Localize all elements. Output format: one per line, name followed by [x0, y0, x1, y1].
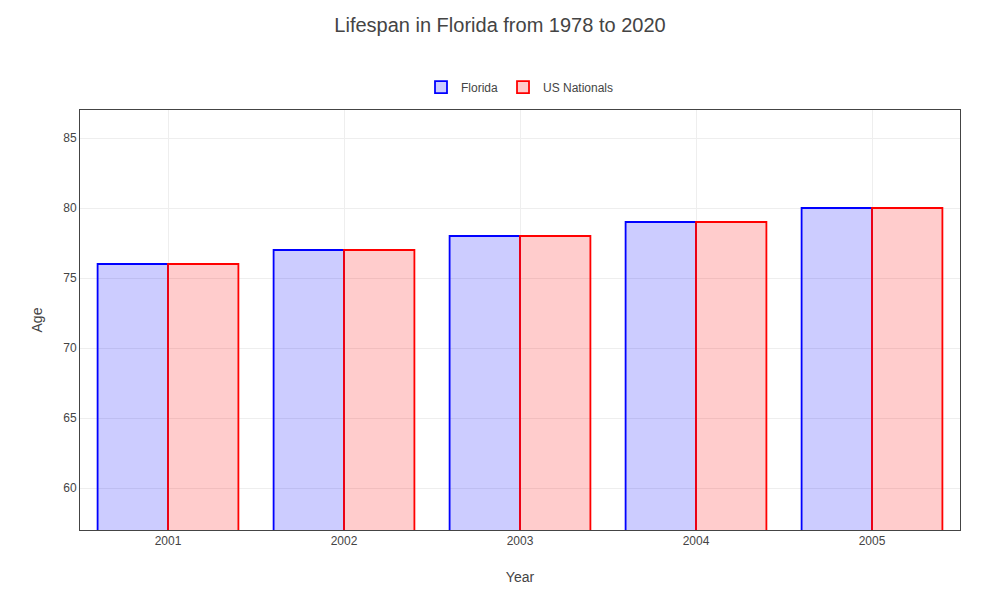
svg-text:2001: 2001	[155, 534, 182, 548]
svg-text:85: 85	[63, 131, 77, 145]
svg-text:70: 70	[63, 341, 77, 355]
svg-text:60: 60	[63, 481, 77, 495]
svg-text:2004: 2004	[683, 534, 710, 548]
svg-text:75: 75	[63, 271, 77, 285]
svg-text:Year: Year	[506, 569, 535, 585]
svg-text:Age: Age	[29, 307, 45, 332]
svg-text:2002: 2002	[331, 534, 358, 548]
svg-text:2003: 2003	[507, 534, 534, 548]
svg-text:Florida: Florida	[461, 81, 498, 95]
svg-text:80: 80	[63, 201, 77, 215]
svg-text:65: 65	[63, 411, 77, 425]
svg-text:2005: 2005	[859, 534, 886, 548]
svg-text:Lifespan in Florida from 1978: Lifespan in Florida from 1978 to 2020	[334, 14, 665, 36]
svg-text:US Nationals: US Nationals	[543, 81, 613, 95]
